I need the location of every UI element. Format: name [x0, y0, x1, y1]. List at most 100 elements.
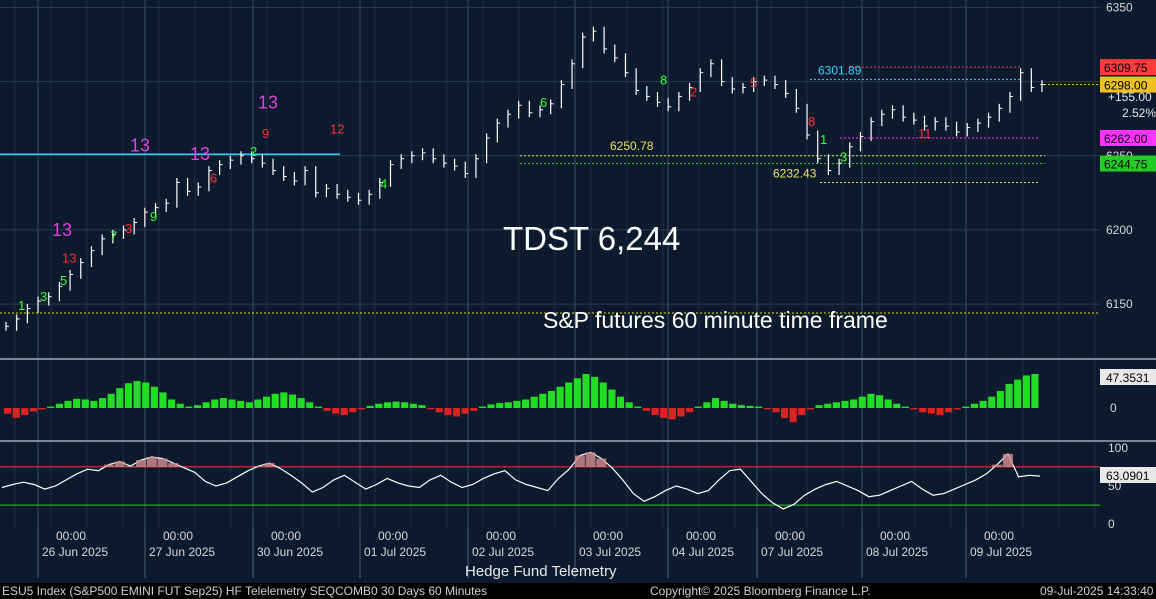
- histogram-bar: [176, 403, 184, 408]
- setup-count-marker: 4: [380, 176, 387, 191]
- overbought-fill: [264, 463, 275, 467]
- overbought-fill: [114, 461, 125, 467]
- histogram-bar: [737, 405, 745, 408]
- histogram-bar: [29, 408, 38, 412]
- histogram-bar: [919, 408, 927, 413]
- level-annotation: 6232.43: [773, 166, 817, 180]
- histogram-bar: [1014, 379, 1022, 408]
- histogram-bar: [280, 392, 288, 408]
- histogram-bar: [729, 403, 737, 408]
- histogram-bar: [660, 408, 668, 418]
- histogram-bar: [781, 408, 789, 418]
- histogram-bar: [38, 408, 46, 410]
- overbought-fill: [585, 452, 596, 467]
- histogram-bar: [651, 408, 659, 416]
- histogram-bar: [263, 396, 271, 408]
- histogram-bar: [314, 406, 322, 408]
- histogram-bar: [409, 403, 417, 408]
- histogram-bar: [21, 408, 29, 416]
- histogram-bar: [81, 399, 89, 408]
- histogram-bar: [237, 400, 245, 408]
- histogram-bar: [288, 394, 297, 408]
- histogram-bar: [945, 408, 953, 413]
- histogram-bar: [582, 374, 590, 408]
- footer-security: ESU5 Index (S&P500 EMINI FUT Sep25) HF T…: [2, 584, 488, 598]
- histogram-bar: [150, 386, 158, 408]
- countdown-marker: 8: [808, 114, 815, 129]
- countdown-13-marker: 13: [52, 220, 72, 240]
- x-tick-date: 04 Jul 2025: [672, 545, 734, 559]
- histogram-bar: [1022, 375, 1030, 408]
- histogram-bar: [55, 403, 63, 408]
- oscillator-value-label: 63.0901: [1106, 469, 1150, 483]
- histogram-bar: [383, 402, 391, 408]
- histogram-bar: [116, 388, 124, 408]
- footer-center-label: Hedge Fund Telemetry: [465, 563, 617, 580]
- tdst-label: TDST 6,244: [503, 220, 681, 257]
- histogram-bar: [703, 402, 711, 408]
- overbought-fill: [596, 458, 607, 467]
- price-tag-box: [1100, 59, 1156, 76]
- histogram-bar: [694, 406, 702, 408]
- price-tick-label: 6200: [1106, 223, 1133, 237]
- overbought-fill: [136, 460, 147, 467]
- histogram-bar: [1031, 374, 1039, 408]
- histogram-bar: [677, 408, 685, 417]
- histogram-bar: [772, 408, 780, 413]
- histogram-bar: [4, 408, 12, 414]
- histogram-bar: [470, 408, 478, 411]
- histogram-bar: [824, 403, 832, 408]
- x-tick-date: 30 Jun 2025: [257, 545, 323, 559]
- overbought-fill: [253, 466, 264, 467]
- x-tick-time: 00:00: [775, 529, 805, 543]
- x-tick-date: 02 Jul 2025: [472, 545, 534, 559]
- histogram-bar: [547, 391, 556, 408]
- histogram-bar: [332, 408, 340, 414]
- histogram-bar: [841, 400, 849, 408]
- x-tick-time: 00:00: [686, 529, 716, 543]
- x-tick-date: 03 Jul 2025: [579, 545, 641, 559]
- histogram-bar: [297, 398, 305, 408]
- histogram-bar: [565, 382, 573, 408]
- histogram-bar: [73, 398, 81, 408]
- histogram-bar: [496, 403, 504, 408]
- histogram-bar: [392, 401, 400, 408]
- overbought-fill: [157, 458, 168, 467]
- histogram-bar: [64, 400, 72, 408]
- histogram-bar: [996, 391, 1004, 408]
- histogram-bar: [625, 402, 633, 408]
- countdown-marker: 6: [210, 170, 217, 185]
- histogram-bar: [522, 399, 530, 408]
- histogram-bar: [193, 405, 202, 408]
- histogram-bar: [746, 405, 754, 408]
- setup-count-marker: 3: [40, 289, 47, 304]
- setup-count-marker: 3: [840, 150, 847, 165]
- histogram-bar: [893, 403, 901, 408]
- histogram-bar: [418, 405, 426, 408]
- countdown-marker: 9: [262, 126, 269, 141]
- x-tick-time: 00:00: [271, 529, 301, 543]
- grid: [0, 0, 1156, 528]
- histogram-bar: [815, 405, 823, 408]
- level-annotation: 6250.78: [610, 139, 654, 153]
- histogram-bar: [401, 402, 409, 408]
- histogram-bar: [599, 382, 607, 408]
- histogram-bar: [720, 400, 728, 408]
- histogram-bar: [487, 404, 495, 408]
- histogram-bar: [340, 408, 348, 416]
- histogram-bar: [850, 399, 858, 408]
- overbought-fill: [574, 455, 585, 467]
- countdown-marker: 5: [750, 76, 757, 91]
- level-annotation: 6301.89: [818, 63, 862, 77]
- countdown-13-marker: 13: [258, 92, 278, 112]
- countdown-marker: 13: [62, 251, 76, 266]
- histogram-bar: [539, 393, 547, 408]
- footer-timestamp: 09-Jul-2025 14:33:40: [1040, 584, 1154, 598]
- setup-count-marker: 5: [60, 273, 67, 288]
- histogram-zero-label: 0: [1110, 401, 1117, 415]
- histogram-bar: [789, 408, 797, 423]
- histogram-bar: [349, 408, 357, 413]
- x-tick-time: 00:00: [880, 529, 910, 543]
- histogram-bar: [711, 398, 720, 408]
- histogram-bar: [159, 392, 167, 408]
